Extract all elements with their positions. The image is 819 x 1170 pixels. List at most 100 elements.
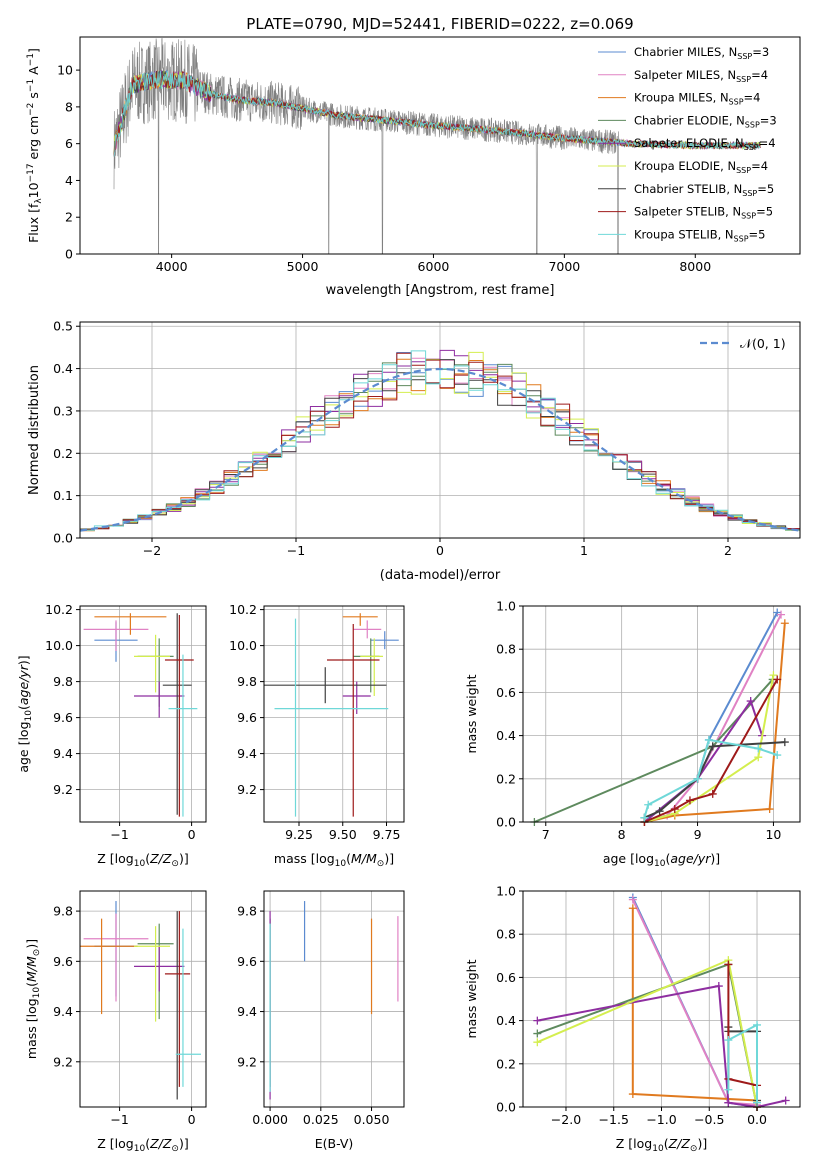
x-tick-label: 1: [580, 543, 588, 558]
mass_vs_Z-panel: −1 0 9.2 9.4 9.6 9.8 Z [log10(Z/Z⊙)] mass [log1…: [24, 890, 207, 1154]
y-tick-label: 10.2: [45, 602, 73, 617]
y-tick-label: 1.0: [496, 599, 516, 614]
y-tick-label: 0.1: [53, 488, 73, 503]
x-tick-label: 9.25: [285, 827, 313, 842]
normal-curve: [79, 367, 801, 532]
x-tick-label: −1.0: [646, 1112, 676, 1127]
y-tick-label: 10.2: [229, 602, 257, 617]
legend-entry: Salpeter ELODIE, NSSP=4: [634, 136, 776, 152]
x-axis-label: E(B-V): [315, 1136, 354, 1151]
spectrum-panel: 4000 5000 6000 7000 8000 0 2 4 6 8 10 wavelength [A…: [26, 36, 801, 298]
series-marker: [670, 805, 679, 814]
y-tick-label: 0.3: [53, 403, 73, 418]
x-tick-label: 10: [765, 827, 781, 842]
axes-frame: [79, 890, 207, 1108]
y-axis-label: mass weight: [464, 674, 479, 753]
y-axis-label: age [log10(age/yr)]: [16, 655, 34, 772]
x-tick-label: −1: [110, 827, 128, 842]
x-tick-label: −1: [110, 1112, 128, 1127]
series-marker: [708, 742, 717, 751]
series-marker: [753, 1020, 762, 1029]
series-marker: [628, 1090, 637, 1099]
series-marker: [724, 1036, 733, 1045]
x-tick-label: 0: [188, 827, 196, 842]
massweight_vs_Z-panel: −2.0 −1.5 −1.0 −0.5 0.0 0.0 0.2 0.4 0.6 0.8 1.0 mas…: [464, 884, 801, 1154]
x-tick-label: 9.50: [329, 827, 357, 842]
x-tick-label: 4000: [156, 259, 188, 274]
histogram-step: [80, 350, 800, 533]
y-tick-label: 9.6: [237, 710, 257, 725]
y-tick-label: 2: [65, 210, 73, 225]
series-marker: [724, 1098, 733, 1107]
series-line: [631, 897, 758, 1108]
y-tick-label: 9.4: [237, 1004, 257, 1019]
series-marker: [533, 1029, 542, 1038]
y-tick-label: 10: [57, 63, 73, 78]
y-tick-label: 0: [65, 247, 73, 262]
x-tick-label: −1: [287, 543, 305, 558]
x-tick-label: −2: [143, 543, 161, 558]
x-axis-label: Z [log10(Z/Z⊙)]: [97, 1136, 188, 1154]
figure-title: PLATE=0790, MJD=52441, FIBERID=0222, z=0…: [246, 15, 633, 33]
y-tick-label: 10.0: [45, 638, 73, 653]
x-axis-label: age [log10(age/yr)]: [603, 851, 720, 869]
x-axis-label: wavelength [Angstrom, rest frame]: [326, 283, 555, 298]
y-tick-label: 0.2: [496, 1056, 516, 1071]
y-axis-label: Flux [fλ10−17 erg cm−2 s−1 A−1]: [26, 48, 44, 243]
legend-entry: Kroupa STELIB, NSSP=5: [634, 227, 765, 243]
legend-entry: Chabrier STELIB, NSSP=5: [634, 182, 774, 198]
series-marker: [781, 1096, 790, 1105]
series-line: [536, 963, 758, 1108]
y-tick-label: 9.2: [237, 1054, 257, 1069]
x-tick-label: 7: [542, 827, 550, 842]
x-tick-label: 8: [618, 827, 626, 842]
y-tick-label: 9.2: [53, 1054, 73, 1069]
y-tick-label: 0.2: [53, 446, 73, 461]
mass_vs_ebv-panel: 0.000 0.025 0.050 9.2 9.4 9.6 9.8 E(B-V): [237, 890, 405, 1151]
series-marker: [754, 753, 763, 762]
x-tick-label: −2.0: [551, 1112, 581, 1127]
y-tick-label: 9.4: [53, 746, 73, 761]
y-tick-label: 9.2: [237, 782, 257, 797]
x-tick-label: 2: [724, 543, 732, 558]
series-marker: [628, 895, 637, 904]
y-tick-label: 0.6: [496, 685, 516, 700]
y-tick-label: 9.6: [237, 954, 257, 969]
y-tick-label: 0.0: [53, 531, 73, 546]
legend-entry: Chabrier MILES, NSSP=3: [634, 45, 769, 61]
series-marker: [780, 738, 789, 747]
y-tick-label: 9.8: [53, 674, 73, 689]
x-axis-label: (data-model)/error: [380, 568, 501, 583]
x-axis-label: mass [log10(M/M⊙)]: [274, 851, 394, 869]
y-tick-label: 9.2: [53, 782, 73, 797]
x-tick-label: 0.0: [747, 1112, 767, 1127]
y-tick-label: 9.6: [53, 710, 73, 725]
series-marker: [628, 904, 637, 913]
axes-frame: [79, 605, 207, 823]
x-tick-label: 6000: [418, 259, 450, 274]
y-tick-label: 0.0: [496, 1100, 516, 1115]
series-marker: [777, 610, 786, 619]
y-tick-label: 0.8: [496, 927, 516, 942]
legend-entry: 𝒩(0, 1): [740, 336, 786, 351]
y-tick-label: 8: [65, 99, 73, 114]
legend-entry: Kroupa MILES, NSSP=4: [634, 91, 760, 107]
x-axis-label: Z [log10(Z/Z⊙)]: [616, 1136, 707, 1154]
y-tick-label: 6: [65, 136, 73, 151]
legend-entry: Kroupa ELODIE, NSSP=4: [634, 159, 768, 175]
legend-entry: Salpeter MILES, NSSP=4: [634, 68, 768, 84]
legend-entry: Chabrier ELODIE, NSSP=3: [634, 113, 777, 129]
axes-frame: [263, 605, 405, 823]
series-line: [631, 899, 758, 1106]
series-marker: [724, 1085, 733, 1094]
series-line: [536, 958, 758, 1108]
series-marker: [708, 789, 717, 798]
y-tick-label: 0.6: [496, 970, 516, 985]
series-marker: [533, 1038, 542, 1047]
y-tick-label: 0.4: [496, 1013, 516, 1028]
axes-frame: [522, 605, 801, 823]
x-tick-label: 8000: [679, 259, 711, 274]
y-tick-label: 0.4: [53, 361, 73, 376]
series-marker: [724, 960, 733, 969]
